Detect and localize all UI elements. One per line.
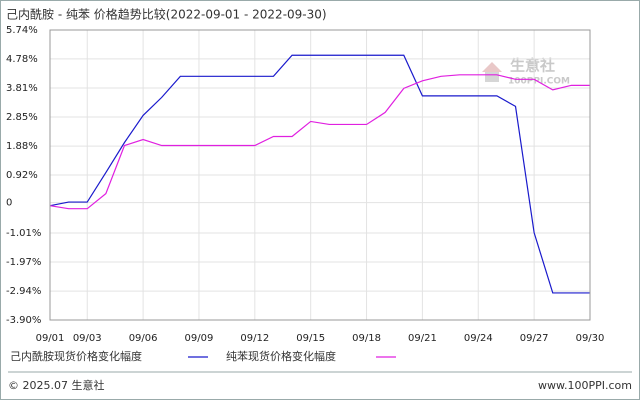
watermark-logo <box>485 72 499 82</box>
x-tick-label: 09/01 <box>36 333 65 344</box>
x-tick-label: 09/27 <box>520 333 549 344</box>
x-tick-label: 09/06 <box>129 333 158 344</box>
y-tick-label: 4.78% <box>6 54 38 65</box>
y-tick-label: -2.94% <box>6 286 41 297</box>
watermark-logo <box>482 62 502 72</box>
x-tick-label: 09/15 <box>296 333 325 344</box>
y-tick-label: 3.81% <box>6 83 38 94</box>
legend-label: 纯苯现货价格变化幅度 <box>226 349 336 363</box>
footer-url: www.100PPI.com <box>538 379 632 392</box>
footer-copyright: © 2025.07 生意社 <box>8 378 104 392</box>
x-tick-label: 09/09 <box>185 333 214 344</box>
series-line <box>49 74 590 210</box>
x-tick-label: 09/18 <box>352 333 381 344</box>
chart-title: 己内酰胺 - 纯苯 价格趋势比较(2022-09-01 - 2022-09-30… <box>6 7 327 22</box>
legend-label: 己内酰胺现货价格变化幅度 <box>10 349 142 363</box>
x-tick-label: 09/03 <box>73 333 102 344</box>
y-tick-label: -1.01% <box>6 228 41 239</box>
series-line <box>49 54 590 294</box>
x-tick-label: 09/12 <box>240 333 269 344</box>
x-tick-label: 09/24 <box>464 333 493 344</box>
y-tick-label: 1.88% <box>6 141 38 152</box>
y-tick-label: -1.97% <box>6 257 41 268</box>
y-tick-label: 0 <box>6 198 12 209</box>
y-tick-label: 2.85% <box>6 112 38 123</box>
watermark-name: 生意社 <box>510 57 555 75</box>
y-tick-label: -3.90% <box>6 315 41 326</box>
y-tick-label: 0.92% <box>6 170 38 181</box>
y-tick-label: 5.74% <box>6 25 38 36</box>
plot-border <box>49 29 591 321</box>
x-tick-label: 09/21 <box>408 333 437 344</box>
x-tick-label: 09/30 <box>576 333 605 344</box>
